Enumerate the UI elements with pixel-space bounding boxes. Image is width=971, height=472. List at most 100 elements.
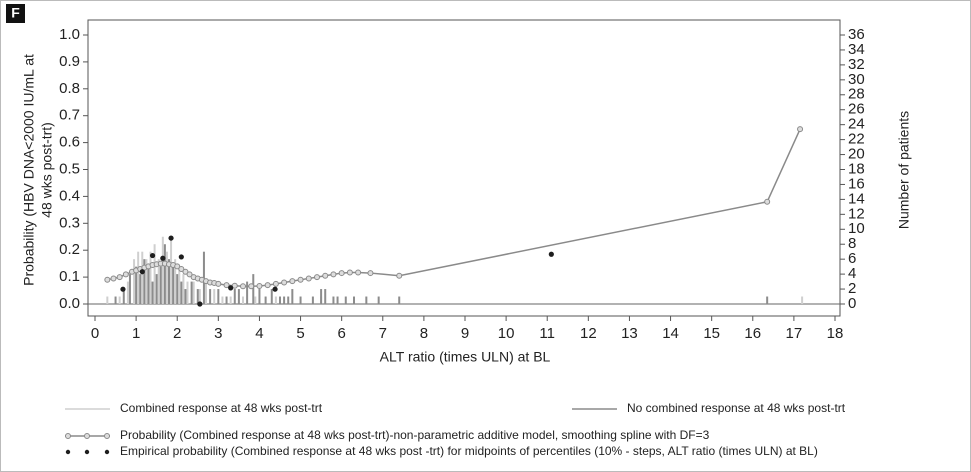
empirical-point bbox=[120, 286, 126, 292]
line-marker bbox=[314, 274, 320, 281]
x-axis-label: ALT ratio (times ULN) at BL bbox=[380, 349, 551, 365]
panel-badge bbox=[6, 4, 25, 23]
bar bbox=[225, 296, 228, 304]
x-tick-label: 3 bbox=[214, 325, 222, 342]
bar bbox=[274, 296, 277, 304]
bar bbox=[163, 244, 166, 304]
line-marker bbox=[797, 126, 804, 133]
x-tick-label: 17 bbox=[786, 325, 803, 342]
line-marker bbox=[297, 276, 304, 283]
line-marker bbox=[346, 269, 353, 276]
line-marker bbox=[264, 282, 271, 289]
legend-label: Probability (Combined response at 48 wks… bbox=[120, 428, 710, 442]
x-tick-label: 7 bbox=[379, 325, 387, 342]
y2-tick-label: 16 bbox=[848, 175, 865, 192]
bar bbox=[291, 289, 294, 304]
bar bbox=[264, 296, 267, 304]
line-marker bbox=[215, 280, 222, 287]
bar bbox=[190, 281, 193, 304]
bar bbox=[161, 236, 164, 304]
empirical-point bbox=[160, 255, 166, 261]
x-tick-label: 11 bbox=[539, 325, 555, 342]
line-marker bbox=[305, 275, 312, 282]
y2-axis-label: Number of patients bbox=[896, 111, 912, 229]
y-tick-label: 0.6 bbox=[59, 134, 80, 151]
bar bbox=[229, 296, 232, 304]
bar bbox=[353, 296, 355, 304]
bar bbox=[254, 296, 257, 304]
bar bbox=[157, 259, 160, 304]
empirical-point bbox=[548, 251, 554, 257]
y2-tick-label: 32 bbox=[848, 56, 865, 73]
y2-tick-label: 2 bbox=[848, 280, 856, 297]
bar bbox=[365, 296, 368, 304]
y-tick-label: 0.2 bbox=[59, 241, 80, 258]
legend-label: No combined response at 48 wks post-trt bbox=[627, 401, 846, 415]
bar bbox=[133, 259, 136, 304]
x-tick-label: 2 bbox=[173, 325, 181, 342]
line-marker bbox=[396, 272, 403, 279]
bar bbox=[198, 289, 201, 304]
x-tick-label: 14 bbox=[662, 325, 679, 342]
line-marker bbox=[178, 266, 185, 273]
bar bbox=[176, 274, 179, 304]
line-marker bbox=[231, 282, 238, 289]
bar bbox=[184, 289, 187, 304]
x-tick-label: 9 bbox=[461, 325, 469, 342]
bar bbox=[174, 259, 177, 304]
bar bbox=[283, 296, 286, 304]
bar bbox=[139, 274, 142, 304]
empirical-point bbox=[272, 286, 278, 292]
y2-tick-label: 26 bbox=[848, 101, 865, 118]
legend-swatch bbox=[84, 433, 90, 439]
plot-frame bbox=[87, 19, 841, 317]
y-tick-label: 1.0 bbox=[59, 26, 80, 43]
bar bbox=[299, 296, 302, 304]
bar bbox=[246, 281, 249, 304]
line-marker bbox=[764, 198, 771, 205]
bar bbox=[252, 274, 255, 304]
line-marker bbox=[367, 270, 374, 277]
x-tick-label: 5 bbox=[296, 325, 304, 342]
y-axis-label: 48 wks post-trt) bbox=[39, 122, 55, 218]
bar bbox=[147, 266, 150, 304]
bar bbox=[344, 296, 347, 304]
x-tick-label: 4 bbox=[255, 325, 263, 342]
bar bbox=[186, 281, 189, 304]
y2-tick-label: 0 bbox=[848, 295, 856, 312]
line-marker bbox=[110, 275, 117, 282]
bar bbox=[118, 296, 121, 304]
line-marker bbox=[322, 272, 329, 279]
bar bbox=[151, 281, 154, 304]
x-tick-label: 1 bbox=[132, 325, 140, 342]
x-tick-label: 12 bbox=[580, 325, 597, 342]
y2-tick-label: 30 bbox=[848, 71, 865, 88]
legend-label: Empirical probability (Combined response… bbox=[120, 444, 818, 458]
y2-tick-label: 4 bbox=[848, 265, 856, 282]
bar bbox=[221, 296, 224, 304]
bar bbox=[159, 266, 162, 304]
x-tick-label: 10 bbox=[498, 325, 515, 342]
line-marker bbox=[240, 283, 246, 290]
bar bbox=[242, 296, 244, 304]
bar bbox=[143, 259, 146, 304]
y2-tick-label: 28 bbox=[848, 86, 865, 103]
y2-tick-label: 18 bbox=[848, 160, 865, 177]
empirical-point bbox=[149, 252, 156, 259]
bar bbox=[153, 244, 156, 304]
y2-tick-label: 36 bbox=[848, 26, 865, 43]
y-tick-label: 0.8 bbox=[59, 80, 80, 97]
bar bbox=[192, 281, 195, 304]
empirical-point bbox=[168, 235, 174, 241]
bar bbox=[106, 296, 109, 304]
bar bbox=[332, 296, 335, 304]
bar bbox=[258, 289, 261, 304]
bar bbox=[217, 289, 220, 304]
bar bbox=[180, 281, 183, 304]
bar bbox=[196, 289, 199, 304]
line-marker bbox=[104, 276, 111, 283]
y2-tick-label: 24 bbox=[848, 116, 865, 133]
x-tick-label: 13 bbox=[621, 325, 638, 342]
y2-tick-label: 12 bbox=[848, 205, 865, 222]
